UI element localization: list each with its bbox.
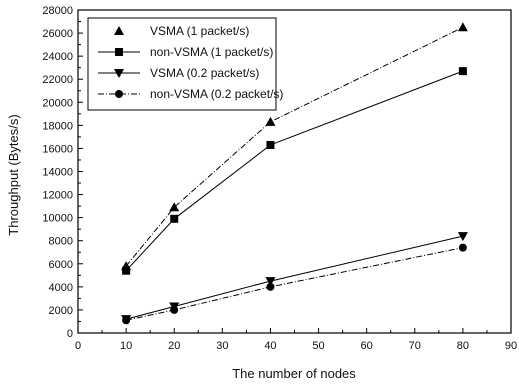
legend-item: non-VSMA (1 packet/s) — [98, 45, 273, 59]
y-tick-label: 24000 — [42, 51, 73, 63]
x-tick-label: 50 — [312, 340, 324, 352]
data-point — [122, 266, 131, 275]
series-line — [125, 26, 464, 267]
data-point — [457, 22, 468, 32]
x-axis-title: The number of nodes — [232, 366, 356, 381]
data-point — [170, 305, 179, 314]
data-point — [122, 316, 131, 325]
legend-label: non-VSMA (0.2 packet/s) — [150, 87, 283, 101]
series-1 — [121, 22, 468, 271]
x-tick-label: 80 — [457, 340, 469, 352]
x-tick-label: 30 — [216, 340, 228, 352]
series-2 — [122, 67, 467, 275]
legend-item: VSMA (1 packet/s) — [114, 24, 249, 38]
data-point — [265, 277, 276, 287]
y-tick-label: 10000 — [42, 213, 73, 225]
series-line — [125, 235, 464, 320]
series-layer — [121, 22, 468, 325]
y-tick-label: 22000 — [42, 74, 73, 86]
data-point — [265, 116, 276, 126]
legend-marker — [115, 48, 123, 56]
x-tick-label: 90 — [505, 340, 517, 352]
series-line — [126, 247, 463, 321]
y-tick-label: 2000 — [49, 305, 73, 317]
data-point — [457, 232, 468, 242]
data-point — [266, 282, 275, 291]
y-axis-title: Throughput (Bytes/s) — [6, 114, 21, 235]
x-tick-label: 0 — [75, 340, 81, 352]
y-tick-label: 6000 — [49, 259, 73, 271]
data-point — [458, 67, 467, 76]
y-tick-label: 18000 — [42, 120, 73, 132]
legend-label: VSMA (0.2 packet/s) — [150, 66, 259, 80]
y-tick-label: 4000 — [49, 282, 73, 294]
x-tick-label: 10 — [120, 340, 132, 352]
data-point — [458, 243, 467, 252]
x-axis: 0 10 20 30 40 50 60 70 80 90 — [75, 328, 517, 352]
y-tick-label: 26000 — [42, 28, 73, 40]
series-4 — [122, 243, 467, 325]
legend: VSMA (1 packet/s) non-VSMA (1 packet/s) VS… — [87, 17, 283, 111]
legend-marker — [115, 90, 123, 98]
legend-label: VSMA (1 packet/s) — [150, 24, 249, 38]
x-tick-label: 60 — [361, 340, 373, 352]
legend-item: VSMA (0.2 packet/s) — [98, 66, 259, 80]
legend-item: non-VSMA (0.2 packet/s) — [98, 87, 283, 101]
x-tick-label: 70 — [409, 340, 421, 352]
legend-marker — [114, 69, 124, 78]
y-tick-label: 12000 — [42, 190, 73, 202]
series-line — [125, 70, 464, 272]
y-tick-label: 14000 — [42, 167, 73, 179]
y-tick-label: 0 — [67, 328, 73, 340]
legend-marker — [114, 26, 124, 35]
y-axis: 0 2000 4000 6000 8000 10000 12000 14000 16000 180… — [42, 5, 83, 340]
legend-label: non-VSMA (1 packet/s) — [150, 45, 273, 59]
data-point — [266, 140, 275, 149]
data-point — [170, 214, 179, 223]
y-tick-label: 28000 — [42, 5, 73, 17]
y-tick-label: 16000 — [42, 143, 73, 155]
y-tick-label: 20000 — [42, 97, 73, 109]
y-tick-label: 8000 — [49, 236, 73, 248]
x-tick-label: 40 — [264, 340, 276, 352]
x-tick-label: 20 — [168, 340, 180, 352]
data-point — [169, 202, 180, 212]
